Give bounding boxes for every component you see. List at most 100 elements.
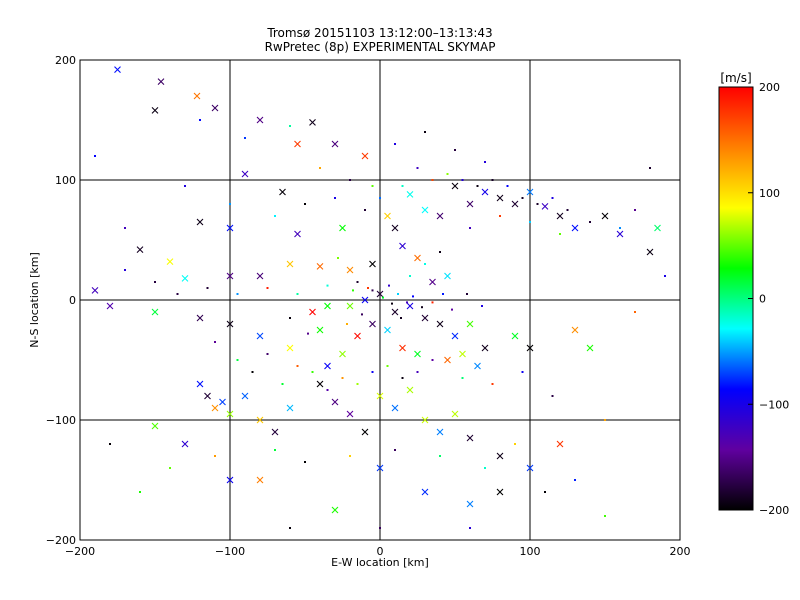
scatter-point-dot	[346, 323, 348, 325]
scatter-point-dot	[229, 203, 231, 205]
colorbar-tick-label: −200	[759, 504, 789, 517]
x-axis-label: E-W location [km]	[331, 556, 429, 569]
scatter-point-x	[166, 258, 174, 265]
y-tick-label: 0	[69, 294, 76, 307]
scatter-point-x	[429, 278, 436, 286]
scatter-point-dot	[371, 185, 374, 187]
scatter-point-dot	[461, 179, 464, 181]
scatter-point-dot	[236, 359, 239, 361]
scatter-point-dot	[388, 284, 390, 287]
scatter-point-x	[271, 428, 279, 436]
scatter-point-x	[241, 170, 249, 178]
scatter-point-dot	[634, 311, 636, 313]
scatter-point-dot	[281, 383, 284, 385]
scatter-point-x	[181, 275, 189, 282]
scatter-point-dot	[206, 287, 209, 289]
scatter-point-x	[496, 194, 504, 202]
x-tick-label: −100	[215, 545, 245, 558]
scatter-point-dot	[274, 449, 276, 451]
scatter-point-dot	[244, 137, 246, 139]
scatter-point-x	[279, 188, 286, 196]
x-tick-label: 200	[670, 545, 691, 558]
scatter-point-dot	[266, 353, 269, 355]
scatter-point-x	[91, 287, 99, 294]
scatter-point-dot	[484, 161, 486, 163]
scatter-point-dot	[124, 227, 126, 229]
scatter-point-x	[354, 332, 361, 340]
scatter-point-dot	[649, 167, 651, 169]
y-tick-label: −200	[46, 534, 76, 547]
scatter-point-x	[571, 326, 579, 334]
scatter-point-x	[286, 344, 294, 352]
scatter-point-dot	[454, 149, 456, 151]
scatter-point-dot	[589, 221, 591, 223]
colorbar-tick-label: 0	[759, 293, 766, 306]
scatter-point-dot	[521, 197, 524, 199]
scatter-point-dot	[319, 167, 321, 169]
chart-subtitle: RwPretec (8p) EXPERIMENTAL SKYMAP	[265, 40, 496, 54]
scatter-point-dot	[289, 125, 291, 127]
chart-title: Tromsø 20151103 13:12:00–13:13:43	[266, 26, 492, 40]
scatter-point-dot	[397, 293, 399, 295]
scatter-point-dot	[199, 119, 201, 121]
scatter-point-x	[106, 302, 114, 310]
scatter-point-dot	[236, 293, 239, 295]
scatter-point-dot	[536, 203, 539, 205]
scatter-point-dot	[442, 293, 444, 295]
scatter-point-x	[331, 140, 339, 148]
scatter-point-dot	[461, 377, 464, 379]
scatter-point-x	[541, 203, 549, 210]
scatter-point-dot	[169, 467, 171, 469]
scatter-point-x	[571, 224, 579, 232]
y-tick-label: 100	[55, 174, 76, 187]
scatter-point-x	[466, 320, 474, 328]
scatter-point-dot	[469, 527, 471, 529]
scatter-point-x	[361, 428, 369, 436]
scatter-point-x	[256, 416, 264, 424]
scatter-point-x	[256, 476, 264, 484]
scatter-point-x	[496, 452, 504, 460]
scatter-point-dot	[94, 155, 96, 157]
scatter-point-x	[241, 392, 249, 400]
scatter-point-x	[481, 344, 489, 352]
scatter-point-x	[256, 332, 264, 340]
scatter-point-x	[226, 320, 234, 328]
scatter-point-dot	[664, 275, 666, 277]
scatter-point-dot	[619, 227, 621, 229]
colorbar-tick-label: 200	[759, 81, 780, 94]
colorbar-tick-label: −100	[759, 398, 789, 411]
scatter-point-x	[157, 78, 165, 85]
scatter-point-x	[451, 182, 459, 190]
scatter-point-x	[256, 272, 264, 280]
scatter-point-dot	[431, 359, 434, 361]
scatter-point-x	[601, 212, 609, 220]
scatter-point-x	[474, 362, 481, 370]
scatter-point-dot	[529, 221, 531, 223]
scatter-point-x	[361, 296, 369, 304]
grid-lines	[80, 60, 680, 540]
scatter-point-x	[391, 308, 399, 316]
scatter-point-dot	[431, 179, 434, 181]
y-tick-label: −100	[46, 414, 76, 427]
scatter-point-x	[526, 464, 534, 472]
scatter-point-dot	[476, 185, 479, 187]
scatter-point-dot	[484, 467, 486, 469]
scatter-point-dot	[521, 371, 524, 373]
scatter-point-dot	[481, 305, 483, 307]
scatter-point-x	[136, 246, 144, 253]
scatter-point-x	[481, 188, 489, 196]
scatter-point-dot	[506, 185, 509, 187]
scatter-point-dot	[214, 455, 216, 457]
scatter-point-x	[346, 266, 354, 274]
scatter-point-dot	[439, 455, 441, 457]
scatter-point-x	[466, 200, 474, 208]
scatter-point-x	[346, 410, 354, 418]
scatter-point-dot	[401, 377, 404, 379]
x-tick-label: −200	[65, 545, 95, 558]
scatter-point-x	[421, 488, 429, 496]
scatter-point-x	[376, 464, 384, 472]
scatter-point-dot	[412, 295, 414, 298]
scatter-point-dot	[266, 287, 269, 289]
scatter-point-dot	[604, 419, 606, 421]
scatter-point-dot	[559, 233, 561, 235]
